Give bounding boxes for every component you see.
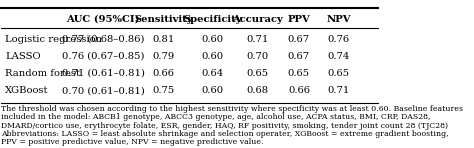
Text: PPV: PPV: [288, 15, 310, 24]
Text: Sensitivity: Sensitivity: [134, 15, 192, 24]
Text: PPV = positive predictive value, NPV = negative predictive value.: PPV = positive predictive value, NPV = n…: [1, 138, 264, 146]
Text: 0.75: 0.75: [152, 86, 174, 95]
Text: 0.79: 0.79: [152, 52, 174, 61]
Text: Accuracy: Accuracy: [232, 15, 283, 24]
Text: 0.60: 0.60: [201, 52, 223, 61]
Text: 0.60: 0.60: [201, 86, 223, 95]
Text: 0.74: 0.74: [327, 52, 350, 61]
Text: included in the model: ABCB1 genotype, ABCC3 genotype, age, alcohol use, ACPA st: included in the model: ABCB1 genotype, A…: [1, 113, 431, 121]
Text: 0.76: 0.76: [328, 35, 349, 44]
Text: 0.81: 0.81: [152, 35, 174, 44]
Text: 0.77 (0.68–0.86): 0.77 (0.68–0.86): [62, 35, 144, 44]
Text: 0.66: 0.66: [152, 69, 174, 78]
Text: Logistic regression: Logistic regression: [5, 35, 102, 44]
Text: Specificity: Specificity: [183, 15, 242, 24]
Text: 0.70 (0.61–0.81): 0.70 (0.61–0.81): [62, 86, 145, 95]
Text: DMARD/cortico use, erythrocyte folate, ESR, gender, HAQ, RF positivity, smoking,: DMARD/cortico use, erythrocyte folate, E…: [1, 122, 448, 130]
Text: 0.76 (0.67–0.85): 0.76 (0.67–0.85): [62, 52, 144, 61]
Text: Abbreviations: LASSO = least absolute shrinkage and selection operater, XGBoost : Abbreviations: LASSO = least absolute sh…: [1, 130, 449, 138]
Text: The threshold was chosen according to the highest sensitivity where specificity : The threshold was chosen according to th…: [1, 105, 464, 113]
Text: 0.71 (0.61–0.81): 0.71 (0.61–0.81): [62, 69, 145, 78]
Text: 0.65: 0.65: [328, 69, 349, 78]
Text: 0.60: 0.60: [201, 35, 223, 44]
Text: 0.67: 0.67: [288, 35, 310, 44]
Text: LASSO: LASSO: [5, 52, 41, 61]
Text: 0.70: 0.70: [246, 52, 269, 61]
Text: Random forest: Random forest: [5, 69, 80, 78]
Text: 0.64: 0.64: [201, 69, 223, 78]
Text: 0.71: 0.71: [327, 86, 350, 95]
Text: 0.68: 0.68: [246, 86, 268, 95]
Text: NPV: NPV: [326, 15, 351, 24]
Text: 0.65: 0.65: [288, 69, 310, 78]
Text: AUC (95%CI): AUC (95%CI): [66, 15, 140, 24]
Text: 0.65: 0.65: [246, 69, 268, 78]
Text: 0.67: 0.67: [288, 52, 310, 61]
Text: 0.66: 0.66: [288, 86, 310, 95]
Text: 0.71: 0.71: [246, 35, 269, 44]
Text: XGBoost: XGBoost: [5, 86, 49, 95]
